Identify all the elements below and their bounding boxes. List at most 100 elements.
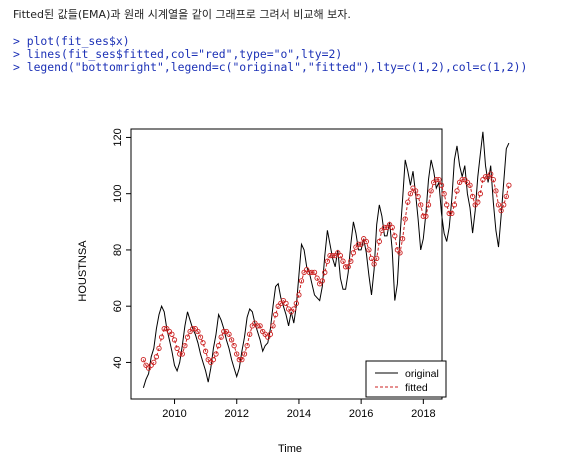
x-tick-label: 2010 <box>162 408 186 420</box>
fitted-point <box>348 258 354 264</box>
fitted-point <box>444 202 450 208</box>
fitted-point <box>358 241 364 247</box>
fitted-point <box>361 236 367 242</box>
fitted-point <box>164 326 170 332</box>
fitted-point <box>407 191 414 197</box>
fitted-point <box>285 306 292 312</box>
fitted-point <box>177 351 183 357</box>
legend-box <box>365 360 447 398</box>
fitted-point <box>262 331 268 337</box>
fitted-point <box>143 362 149 368</box>
fitted-point <box>291 306 297 312</box>
intro-text: Fitted된 값들(EMA)과 원래 시계열을 같이 그래프로 그려서 비교해… <box>13 8 351 21</box>
fitted-point <box>270 323 276 329</box>
fitted-point <box>386 221 393 228</box>
fitted-point <box>278 300 284 307</box>
fitted-point <box>244 342 250 349</box>
fitted-point <box>459 176 465 183</box>
fitted-point <box>441 191 447 197</box>
fitted-point <box>454 188 460 194</box>
x-tick-label: 2012 <box>224 408 248 420</box>
fitted-point <box>423 213 429 219</box>
series-fitted <box>140 171 512 371</box>
fitted-point <box>257 323 263 329</box>
y-tick-label: 40 <box>112 356 124 368</box>
fitted-point <box>239 356 245 363</box>
fitted-point <box>241 351 248 357</box>
fitted-point <box>218 334 224 340</box>
fitted-point <box>436 176 442 183</box>
fitted-point <box>275 303 281 309</box>
fitted-point <box>197 334 204 340</box>
fitted-point <box>451 202 458 208</box>
fitted-point <box>309 269 315 276</box>
fitted-point <box>410 185 416 191</box>
fitted-point <box>272 311 279 318</box>
fitted-point <box>389 224 395 231</box>
fitted-point <box>161 326 167 332</box>
fitted-point <box>397 250 403 256</box>
x-tick-label: 2014 <box>287 408 311 420</box>
fitted-point <box>350 250 357 256</box>
fitted-point <box>335 250 341 256</box>
fitted-point <box>158 334 165 340</box>
fitted-point <box>293 300 299 307</box>
code-line: > plot(fit_ses$x) <box>13 34 130 48</box>
fitted-point <box>182 342 188 349</box>
fitted-point <box>462 176 468 183</box>
fitted-point <box>374 255 380 262</box>
x-tick-label: 2016 <box>349 408 373 420</box>
fitted-point <box>467 182 473 188</box>
fitted-point <box>283 300 289 307</box>
fitted-point <box>280 297 287 304</box>
fitted-point <box>148 362 154 368</box>
fitted-point <box>464 179 471 186</box>
fitted-point <box>192 326 198 332</box>
fitted-point <box>332 252 338 259</box>
fitted-point <box>493 188 499 194</box>
fitted-point <box>252 320 258 326</box>
fitted-point <box>140 356 147 363</box>
fitted-point <box>215 342 222 349</box>
y-tick-label: 120 <box>112 128 124 146</box>
fitted-point <box>223 328 230 335</box>
fitted-point <box>490 176 496 183</box>
legend-fitted-label: fitted <box>405 382 428 394</box>
fitted-point <box>366 247 372 253</box>
fitted-point <box>340 258 346 264</box>
fitted-point <box>317 281 323 287</box>
fitted-point <box>265 334 271 340</box>
fitted-point <box>324 258 331 264</box>
fitted-point <box>254 323 261 329</box>
fitted-point <box>418 202 424 208</box>
fitted-point <box>392 233 398 239</box>
fitted-point <box>376 238 382 245</box>
fitted-point <box>231 342 237 349</box>
fitted-point <box>469 193 476 200</box>
fitted-point <box>327 252 333 259</box>
fitted-point <box>314 275 320 281</box>
legend: original fitted <box>365 360 447 398</box>
fitted-point <box>503 193 509 200</box>
fitted-point <box>353 244 359 250</box>
code-line: > legend("bottomright",legend=c("origina… <box>13 60 528 74</box>
fitted-point <box>480 176 486 183</box>
fitted-point <box>501 202 507 208</box>
fitted-point <box>449 210 455 217</box>
fitted-point <box>433 176 439 183</box>
fitted-point <box>488 171 494 177</box>
legend-original-label: original <box>405 368 439 380</box>
fitted-point <box>249 323 255 329</box>
fitted-point <box>301 269 307 276</box>
series-original-line <box>142 131 510 388</box>
plot-frame <box>130 128 443 400</box>
y-tick-label: 100 <box>112 185 124 203</box>
fitted-point <box>482 174 489 180</box>
fitted-point <box>472 202 478 208</box>
x-axis: 2010 2012 2014 2016 2018 <box>162 399 436 420</box>
fitted-point <box>311 269 318 276</box>
fitted-point <box>322 269 328 276</box>
fitted-point <box>337 252 344 259</box>
fitted-point <box>179 351 185 357</box>
fitted-point <box>190 326 196 332</box>
